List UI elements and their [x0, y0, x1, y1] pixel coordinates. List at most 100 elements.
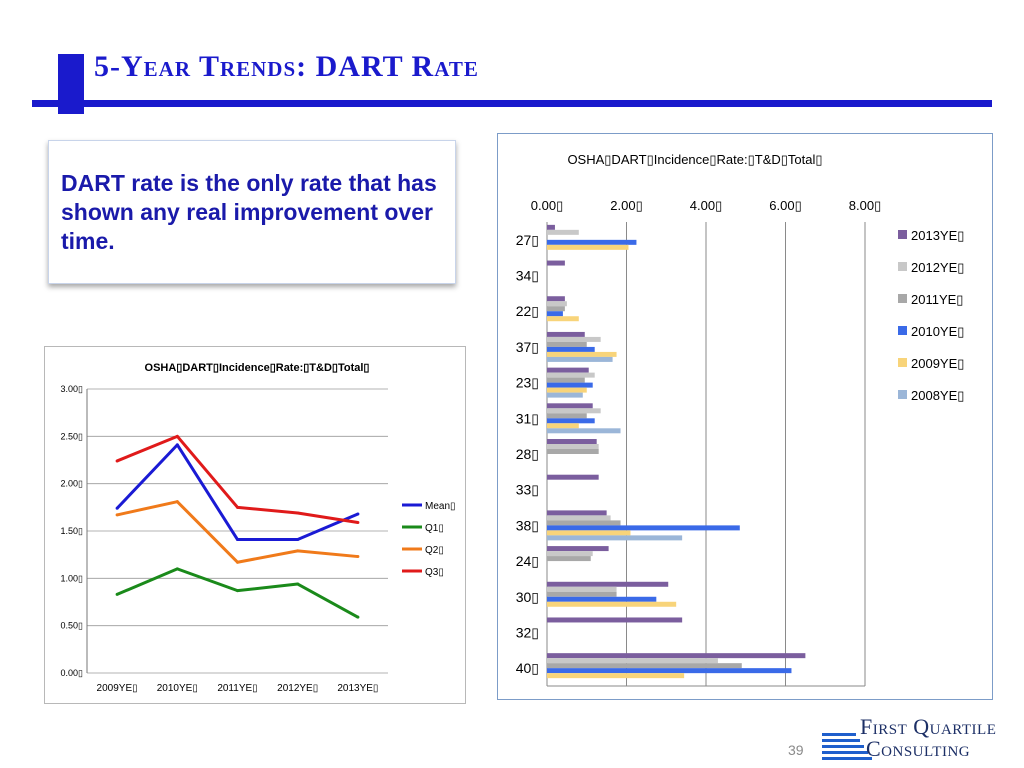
line-chart-x-tick-label: 2013YE▯ [337, 683, 378, 694]
line-chart-title: OSHA▯DART▯Incidence▯Rate:▯T&D▯Total▯ [145, 362, 370, 374]
bar-chart-category-label: 34▯ [516, 268, 539, 284]
bar-chart-category-label: 23▯ [516, 375, 539, 391]
bar-chart-bar [547, 346, 595, 352]
bar-chart-bar [547, 351, 617, 357]
line-chart-data-point [356, 555, 360, 559]
line-chart-data-point [175, 567, 179, 571]
line-chart-data-point [236, 560, 239, 564]
bar-chart-category-label: 40▯ [516, 660, 539, 676]
bar-chart-category-label: 27▯ [516, 232, 539, 248]
line-chart-data-point [175, 443, 179, 447]
bar-chart-bar [547, 449, 599, 454]
bar-chart-bar [547, 663, 742, 669]
bar-chart-category-label: 38▯ [516, 517, 539, 533]
line-chart-data-point [296, 582, 300, 586]
bar-chart-bar [547, 423, 579, 429]
bar-chart-x-tick-label: 0.00▯ [531, 198, 563, 213]
bar-chart-bar [547, 535, 683, 541]
line-chart-x-tick-label: 2010YE▯ [157, 683, 198, 694]
line-chart-series-line [116, 434, 359, 524]
line-chart: OSHA▯DART▯Incidence▯Rate:▯T&D▯Total▯ 0.00… [61, 362, 456, 694]
logo-text-line1: First Quartile [860, 714, 997, 739]
bar-chart-bar [547, 525, 740, 531]
bar-chart-category-label: 33▯ [516, 482, 539, 498]
bar-chart-bar [547, 377, 585, 383]
bar-chart-bar [547, 408, 601, 414]
bar-chart: OSHA▯DART▯Incidence▯Rate:▯T&D▯Total▯ 0.00… [516, 152, 964, 687]
bar-chart-bar [547, 474, 599, 480]
line-chart-data-point [236, 589, 239, 593]
line-chart-data-point [115, 506, 119, 510]
bar-chart-bar [547, 387, 587, 393]
bar-chart-legend-swatch [898, 326, 907, 335]
bar-chart-bar [547, 356, 613, 362]
bar-chart-legend-label: 2013YE▯ [911, 228, 964, 243]
bar-chart-bar [547, 296, 565, 302]
bar-chart-bar [547, 510, 607, 516]
bar-chart-bar [547, 601, 677, 607]
line-chart-data-point [296, 511, 300, 515]
bar-chart-bar [547, 546, 609, 552]
line-chart-data-point [296, 549, 300, 553]
line-chart-data-point [175, 434, 179, 438]
bar-chart-legend-swatch [898, 358, 907, 367]
bar-chart-bar [547, 591, 617, 597]
bar-chart-bar [547, 444, 599, 450]
bar-chart-legend-label: 2011YE▯ [911, 292, 963, 307]
line-chart-data-point [296, 538, 300, 542]
line-chart-x-tick-label: 2011YE▯ [217, 683, 257, 694]
line-chart-data-point [175, 500, 179, 504]
bar-chart-bar [547, 520, 621, 526]
bar-chart-bar [547, 382, 593, 388]
bar-chart-category-label: 24▯ [516, 553, 539, 569]
line-chart-x-tick-label: 2012YE▯ [277, 683, 318, 694]
bar-chart-bar [547, 581, 669, 587]
bar-chart-bar [547, 530, 631, 536]
line-chart-y-tick-label: 1.00▯ [61, 573, 84, 583]
bar-chart-category-label: 30▯ [516, 589, 539, 605]
line-chart-data-point [115, 513, 119, 517]
line-chart-data-point [236, 505, 239, 509]
line-chart-legend-label: Q3▯ [425, 567, 444, 578]
line-chart-series-line [116, 500, 359, 564]
bar-chart-bar [547, 515, 611, 521]
bar-chart-bar [547, 403, 593, 409]
bar-chart-bar [547, 617, 683, 623]
bar-chart-bar [547, 341, 587, 347]
line-chart-data-point [356, 615, 360, 619]
bar-chart-title: OSHA▯DART▯Incidence▯Rate:▯T&D▯Total▯ [567, 152, 822, 167]
line-chart-data-point [356, 512, 360, 516]
line-chart-legend-label: Q2▯ [425, 545, 444, 556]
page-number: 39 [788, 742, 804, 758]
line-chart-y-tick-label: 1.50▯ [61, 526, 84, 536]
bar-chart-bar [547, 668, 792, 674]
line-chart-legend-label: Q1▯ [425, 523, 444, 534]
bar-chart-x-tick-label: 8.00▯ [849, 198, 881, 213]
slide-title: 5-Year Trends: DART Rate [94, 50, 479, 83]
bar-chart-bar [547, 224, 555, 230]
line-chart-data-point [236, 538, 239, 542]
bar-chart-bar [547, 596, 657, 602]
bar-chart-bar [547, 260, 565, 266]
bar-chart-bar [547, 244, 629, 250]
bar-chart-bar [547, 372, 595, 378]
bar-chart-bar [547, 439, 597, 445]
line-chart-data-point [115, 459, 119, 463]
bar-chart-bar [547, 413, 587, 419]
bar-chart-legend-swatch [898, 294, 907, 303]
bar-chart-bar [547, 336, 601, 342]
bar-chart-bar [547, 316, 579, 322]
bar-chart-bar [547, 306, 565, 312]
bar-chart-bar [547, 392, 583, 398]
line-chart-legend-label: Mean▯ [425, 501, 456, 512]
callout-box: DART rate is the only rate that has show… [48, 140, 456, 284]
bar-chart-category-label: 31▯ [516, 410, 539, 426]
bar-chart-bar [547, 586, 617, 592]
bar-chart-x-tick-label: 2.00▯ [610, 198, 642, 213]
bar-chart-bar [547, 653, 806, 659]
line-chart-x-tick-label: 2009YE▯ [97, 683, 138, 694]
line-chart-y-tick-label: 3.00▯ [61, 384, 84, 394]
line-chart-data-point [115, 592, 119, 596]
bar-chart-bar [547, 367, 589, 373]
bar-chart-bar [547, 301, 567, 307]
